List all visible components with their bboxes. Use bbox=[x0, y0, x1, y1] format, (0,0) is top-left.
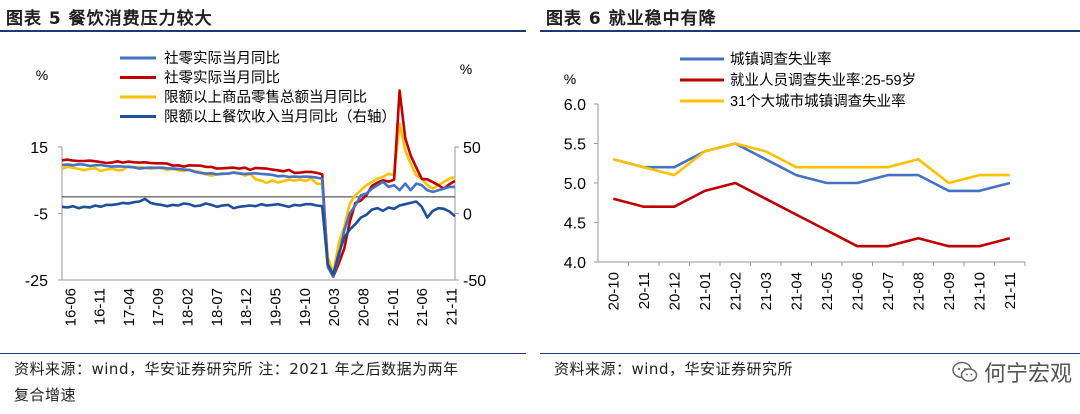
legend-label: 社零实际当月同比 bbox=[164, 70, 280, 87]
y-tick-label: 15 bbox=[30, 140, 48, 157]
x-tick-label: 21-07 bbox=[880, 272, 897, 310]
series-line-1 bbox=[612, 181, 1011, 248]
figure-6-chart: % 6.0 5.5 5.0 4.5 4.0 20-10 20-11 20-12 21-01 21-… bbox=[564, 51, 1026, 310]
figure-5-source-cont: 复合增速 bbox=[14, 386, 77, 404]
x-tick-label: 20-10 bbox=[606, 272, 623, 310]
series-line-3 bbox=[61, 197, 456, 276]
x-tick-label: 16-11 bbox=[92, 288, 109, 325]
y-tick-label: 4.0 bbox=[564, 255, 586, 272]
x-tick-label: 17-09 bbox=[150, 288, 167, 326]
x-tick-label: 21-11 bbox=[444, 288, 461, 325]
x-tick-label: 20-08 bbox=[356, 288, 373, 326]
legend-label: 就业人员调查失业率:25-59岁 bbox=[730, 72, 916, 89]
y-tick-label: -25 bbox=[25, 273, 48, 290]
legend-label: 社零实际当月同比 bbox=[164, 50, 280, 67]
x-tick-label: 20-11 bbox=[636, 272, 653, 309]
x-tick-label: 21-01 bbox=[697, 272, 714, 310]
title-rule bbox=[540, 30, 1080, 32]
x-tick-label: 21-03 bbox=[758, 272, 775, 310]
watermark-text: 何宁宏观 bbox=[983, 362, 1072, 387]
x-tick-label: 21-06 bbox=[414, 288, 431, 326]
x-tick-label: 20-03 bbox=[326, 288, 343, 326]
title-rule bbox=[0, 30, 526, 32]
x-tick-label: 16-06 bbox=[62, 288, 79, 326]
x-tick-label: 20-12 bbox=[667, 272, 684, 310]
watermark: 何宁宏观 bbox=[952, 356, 1072, 388]
figure-5-title: 图表 5 餐饮消费压力较大 bbox=[6, 9, 213, 29]
series-line-2 bbox=[612, 142, 1010, 185]
x-tick-label: 18-02 bbox=[180, 288, 197, 326]
y-tick-label: 5.0 bbox=[564, 176, 586, 193]
wechat-icon bbox=[952, 361, 978, 382]
x-tick-label: 19-05 bbox=[268, 288, 285, 326]
y-tick-label: 5.5 bbox=[564, 137, 586, 154]
figure-6-panel: 图表 6 就业稳中有降 % 6.0 5.5 5.0 4.5 4.0 20-10 20-11 2… bbox=[540, 0, 1080, 414]
x-tick-label: 21-05 bbox=[819, 272, 836, 310]
figure-6-source: 资料来源：wind，华安证券研究所 bbox=[554, 360, 793, 378]
legend-label: 限额以上商品零售总额当月同比 bbox=[164, 89, 367, 106]
y2-tick-label: -50 bbox=[463, 273, 486, 290]
x-tick-label: 21-01 bbox=[385, 288, 402, 326]
x-tick-label: 19-10 bbox=[297, 288, 314, 326]
x-tick-label: 21-09 bbox=[941, 272, 958, 310]
bottom-rule bbox=[0, 353, 526, 354]
legend-label: 城镇调查失业率 bbox=[730, 51, 832, 68]
figure-5-chart: % % 15 -5 -25 50 0 -50 16-06 16-11 17-04 17-09 18-… bbox=[25, 50, 486, 326]
x-tick-label: 21-04 bbox=[789, 272, 806, 310]
legend-label: 31个大城市城镇调查失业率 bbox=[730, 93, 906, 110]
figure-5-panel: 图表 5 餐饮消费压力较大 % % 15 -5 -25 50 0 -50 16-06 16-1… bbox=[0, 0, 530, 414]
y-tick-label: 4.5 bbox=[564, 216, 586, 233]
x-tick-label: 21-08 bbox=[911, 272, 928, 310]
legend-label: 限额以上餐饮收入当月同比（右轴） bbox=[164, 109, 396, 126]
figure-6-title: 图表 6 就业稳中有降 bbox=[546, 9, 717, 29]
x-tick-label: 18-12 bbox=[238, 288, 255, 326]
x-tick-label: 21-06 bbox=[850, 272, 867, 310]
y2-tick-label: 50 bbox=[463, 140, 481, 157]
x-tick-label: 21-02 bbox=[728, 272, 745, 310]
bottom-rule bbox=[540, 353, 1080, 354]
right-axis-unit: % bbox=[460, 61, 472, 77]
y-tick-label: -5 bbox=[34, 207, 48, 224]
series-line-0 bbox=[61, 163, 455, 278]
x-tick-label: 21-10 bbox=[972, 272, 989, 310]
x-tick-label: 21-11 bbox=[1002, 272, 1019, 309]
figure-5-source: 资料来源：wind，华安证券研究所 注：2021 年之后数据为两年 bbox=[14, 360, 459, 378]
axis-unit: % bbox=[564, 71, 576, 87]
series-line-0 bbox=[612, 142, 1011, 193]
y2-tick-label: 0 bbox=[463, 207, 472, 224]
left-axis-unit: % bbox=[36, 67, 48, 83]
x-tick-label: 18-07 bbox=[209, 288, 226, 326]
x-tick-label: 17-04 bbox=[121, 288, 138, 326]
series-line-1 bbox=[61, 89, 456, 278]
y-tick-label: 6.0 bbox=[564, 97, 586, 114]
